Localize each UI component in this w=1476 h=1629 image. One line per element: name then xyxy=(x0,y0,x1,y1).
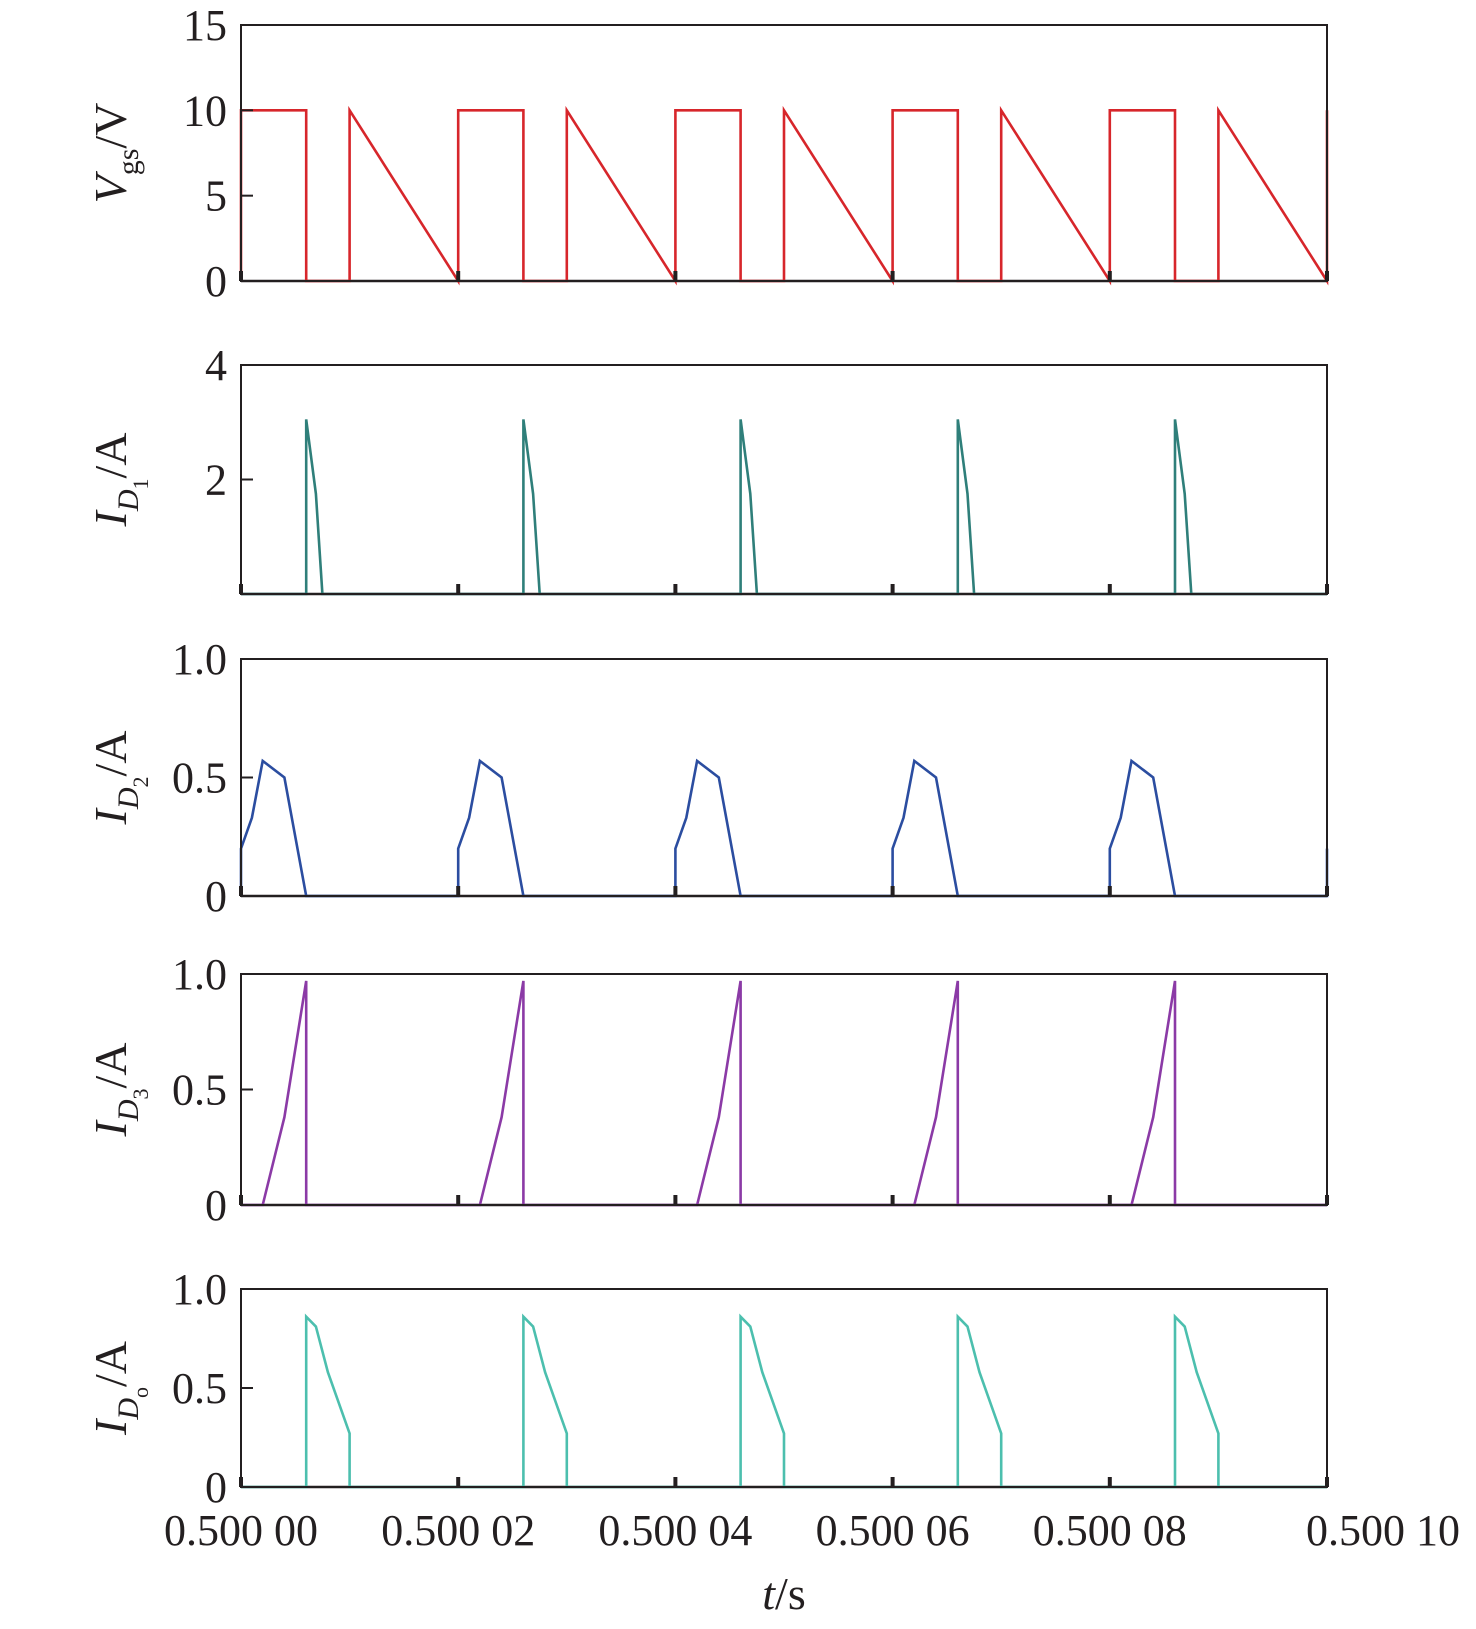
x-tick-label: 0.500 06 xyxy=(816,1506,970,1555)
id2-y-tick-label: 0 xyxy=(205,872,227,921)
id1-series-line xyxy=(241,419,1327,596)
x-tick-label: 0.500 04 xyxy=(598,1506,752,1555)
x-tick-label: 0.500 10 xyxy=(1306,1506,1460,1555)
panel-id1: 2 4 ID1/A xyxy=(85,341,1329,596)
vgs-plot-frame xyxy=(240,24,1328,282)
id3-y-tick-label: 0.5 xyxy=(172,1066,227,1115)
id1-y-tick-label: 4 xyxy=(205,341,227,390)
ido-y-tick-label: 0.5 xyxy=(172,1364,227,1413)
ido-y-tick-label: 0 xyxy=(205,1463,227,1512)
x-axis: 0.500 00 0.500 02 0.500 04 0.500 06 0.500 08… xyxy=(164,1506,1460,1619)
id2-y-tick-label: 0.5 xyxy=(172,754,227,803)
ido-y-axis-label: IDo/A xyxy=(85,1341,153,1436)
x-axis-label: t/s xyxy=(762,1568,805,1619)
ido-series-line xyxy=(241,1313,1327,1489)
vgs-y-tick-label: 0 xyxy=(205,257,227,306)
id3-plot-frame xyxy=(240,973,1328,1206)
x-tick-label: 0.500 08 xyxy=(1033,1506,1187,1555)
id3-series-line xyxy=(241,980,1327,1207)
vgs-y-tick-label: 15 xyxy=(183,1,227,50)
vgs-y-tick-label: 10 xyxy=(183,86,227,135)
ido-y-tick-label: 1.0 xyxy=(172,1265,227,1314)
id3-y-tick-label: 0 xyxy=(205,1181,227,1230)
id1-plot-frame xyxy=(240,364,1328,595)
panel-id2: 0 0.5 1.0 ID2/A xyxy=(85,635,1329,921)
panel-id3: 0 0.5 1.0 ID3/A xyxy=(85,950,1329,1230)
id1-y-axis-label: ID1/A xyxy=(85,433,153,528)
id2-y-tick-label: 1.0 xyxy=(172,635,227,684)
x-tick-label: 0.500 00 xyxy=(164,1506,318,1555)
panel-vgs: 0 5 10 15 Vgs/V xyxy=(85,1,1329,306)
id2-plot-frame xyxy=(240,658,1328,897)
id1-y-tick-label: 2 xyxy=(205,456,227,505)
vgs-y-axis-label: Vgs/V xyxy=(85,103,145,204)
panel-ido: 0 0.5 1.0 IDo/A xyxy=(85,1265,1329,1512)
vgs-y-tick-label: 5 xyxy=(205,172,227,221)
vgs-series-line xyxy=(239,105,1329,286)
id2-series-line xyxy=(239,758,1329,898)
x-tick-label: 0.500 02 xyxy=(381,1506,535,1555)
id3-y-axis-label: ID3/A xyxy=(85,1043,153,1138)
id2-y-axis-label: ID2/A xyxy=(85,731,153,826)
id3-y-tick-label: 1.0 xyxy=(172,950,227,999)
